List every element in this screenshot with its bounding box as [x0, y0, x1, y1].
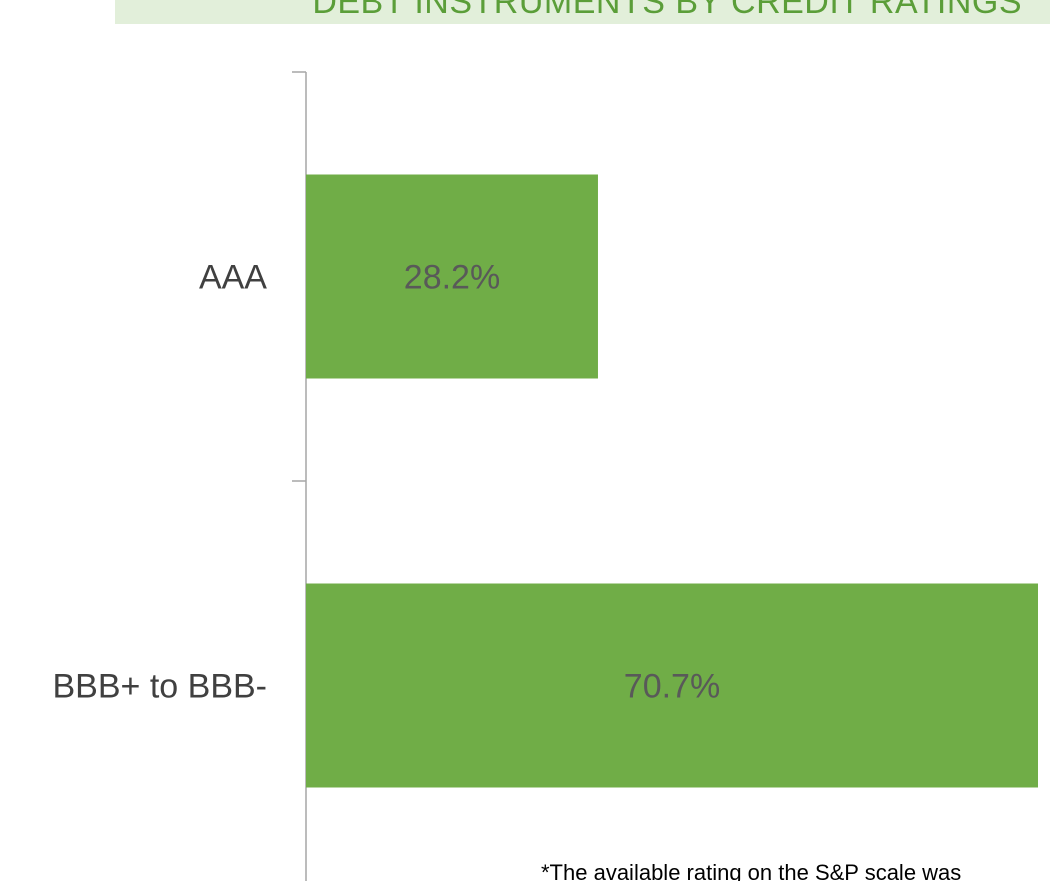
bar-0 — [306, 174, 598, 379]
category-label-0: AAA — [199, 259, 267, 297]
category-label-1: BBB+ to BBB- — [53, 668, 268, 706]
data-label-0: 28.2% — [404, 259, 500, 297]
data-label-1: 70.7% — [624, 668, 720, 706]
chart-title-banner: DEBT INSTRUMENTS BY CREDIT RATINGS — [115, 0, 1050, 24]
chart-footnote: *The available rating on the S&P scale w… — [541, 860, 962, 881]
bar-1 — [306, 583, 1038, 788]
chart-title: DEBT INSTRUMENTS BY CREDIT RATINGS — [312, 0, 1022, 21]
